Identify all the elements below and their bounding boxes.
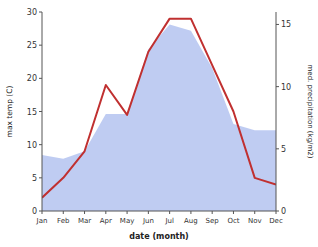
y2-tick [276, 211, 279, 212]
y2-axis [276, 12, 277, 211]
y2-tick-label: 10 [281, 83, 291, 92]
y-tick [39, 78, 42, 79]
y-tick [39, 177, 42, 178]
y-tick [39, 12, 42, 13]
y-axis-label: max temp (C) [5, 86, 14, 138]
x-tick-label: May [120, 217, 134, 225]
y2-tick [276, 148, 279, 149]
y-tick-label: 5 [32, 174, 37, 183]
x-tick-label: Jan [36, 217, 48, 225]
y2-tick-label: 15 [281, 20, 291, 29]
x-axis-label: date (month) [129, 232, 189, 241]
x-tick-label: Jun [142, 217, 154, 225]
y2-tick-label: 0 [281, 207, 286, 216]
y-tick-label: 10 [27, 141, 37, 150]
y-tick [39, 111, 42, 112]
x-tick-label: Mar [78, 217, 91, 225]
y2-tick [276, 24, 279, 25]
x-tick-label: Jul [164, 217, 174, 225]
x-tick-label: Nov [248, 217, 262, 225]
y-tick [39, 211, 42, 212]
x-tick-label: Aug [184, 217, 198, 225]
x-tick-label: Feb [57, 217, 70, 225]
temperature-line [42, 19, 276, 198]
x-axis [42, 211, 276, 212]
x-tick-label: Dec [269, 217, 283, 225]
x-tick-label: Oct [227, 217, 239, 225]
x-tick [84, 211, 85, 214]
y-tick-label: 25 [27, 41, 37, 50]
y-tick [39, 45, 42, 46]
y-tick-label: 15 [27, 108, 37, 117]
x-tick [63, 211, 64, 214]
x-tick [254, 211, 255, 214]
x-tick [127, 211, 128, 214]
y-tick-label: 0 [32, 207, 37, 216]
x-tick-label: Sep [206, 217, 220, 225]
y-tick-label: 20 [27, 74, 37, 83]
x-tick [105, 211, 106, 214]
y2-axis-label: med. precipitation (kg/m2) [306, 65, 314, 159]
x-tick-label: Apr [100, 217, 112, 225]
plot-area [42, 19, 276, 211]
x-tick [148, 211, 149, 214]
y2-tick-label: 5 [281, 145, 286, 154]
chart: JanFebMarAprMayJunJulAugSepOctNovDec0510… [0, 0, 318, 247]
x-tick [169, 211, 170, 214]
precipitation-area [42, 24, 276, 211]
x-tick [233, 211, 234, 214]
x-tick [212, 211, 213, 214]
y-tick-label: 30 [27, 8, 37, 17]
y-tick [39, 144, 42, 145]
x-tick [190, 211, 191, 214]
y2-tick [276, 86, 279, 87]
